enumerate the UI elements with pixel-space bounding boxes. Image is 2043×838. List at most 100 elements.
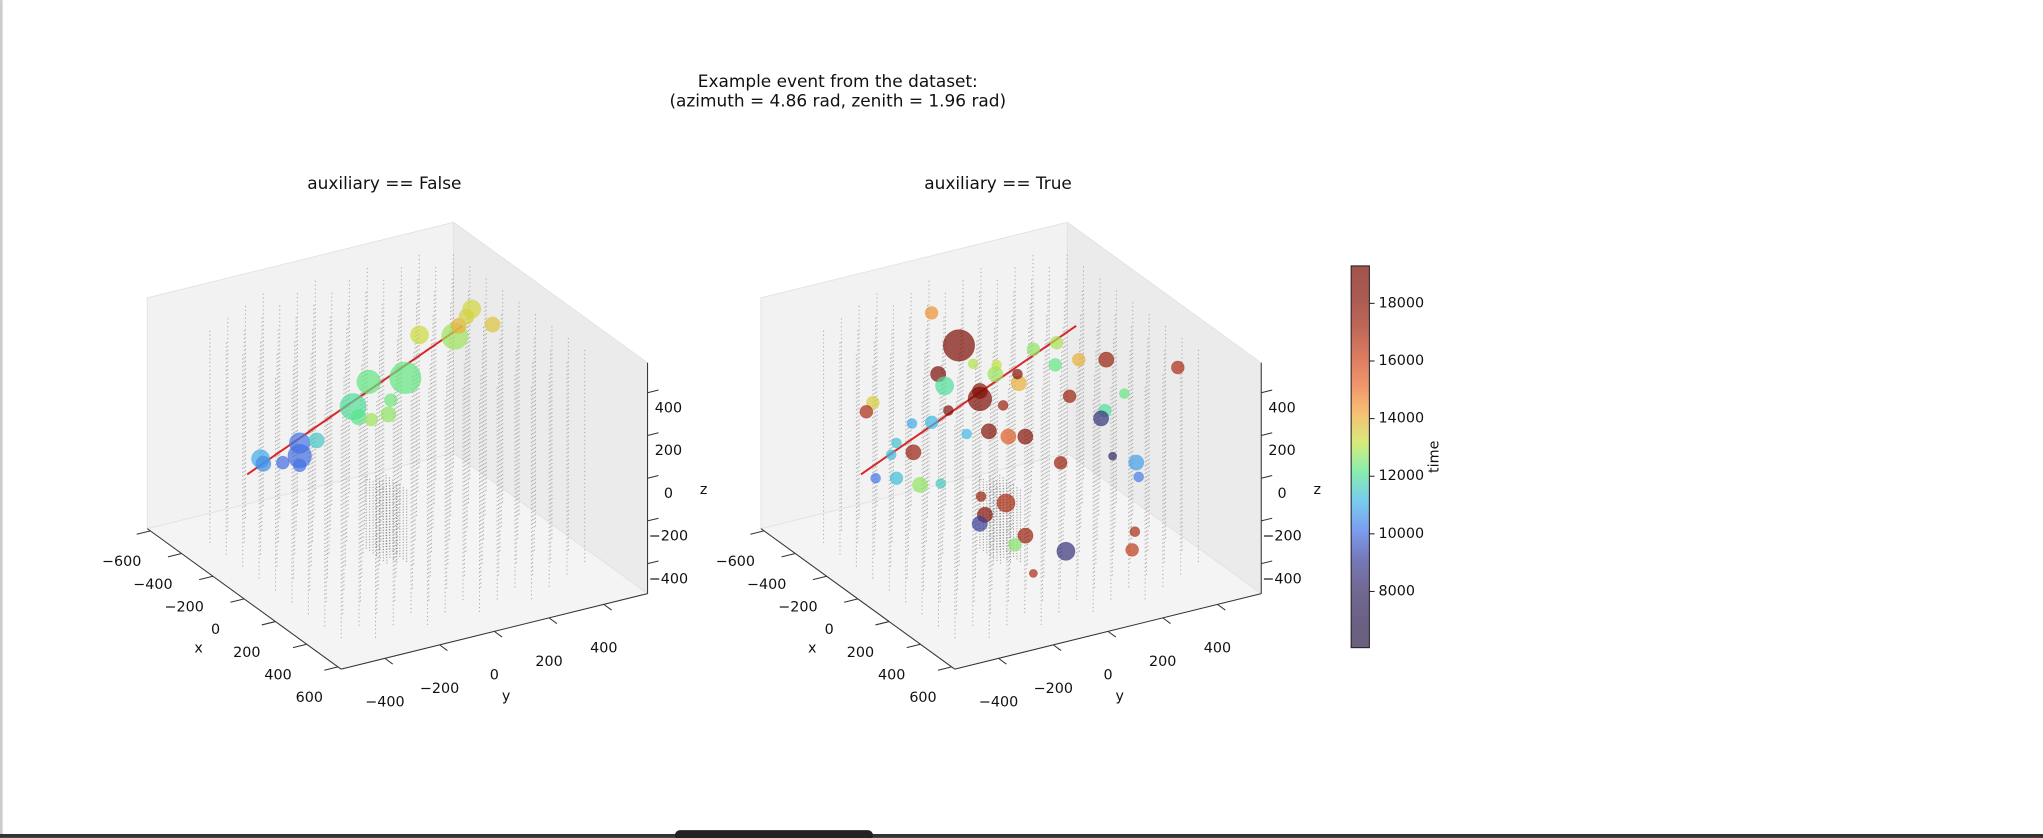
colorbar-tick-label: 10000: [1379, 526, 1425, 542]
hit-marker: [1072, 352, 1086, 367]
hit-marker: [1012, 368, 1023, 380]
y-tick: [603, 603, 612, 611]
hit-marker: [906, 418, 918, 429]
x-tick-label: 600: [296, 690, 323, 706]
subplot-title: auxiliary == True: [924, 173, 1072, 193]
hit-marker: [1125, 543, 1139, 557]
x-tick: [324, 666, 339, 671]
hit-marker: [859, 405, 874, 419]
x-tick-label: 400: [878, 668, 905, 684]
hit-marker: [975, 491, 987, 502]
z-tick: [647, 474, 659, 479]
hit-marker: [981, 423, 997, 440]
z-tick-label: 0: [664, 486, 673, 502]
y-tick: [1107, 630, 1117, 638]
z-tick-label: −200: [1262, 529, 1301, 545]
y-tick: [384, 657, 394, 665]
y-tick-label: 200: [1149, 654, 1176, 670]
x-tick: [199, 575, 214, 581]
z-tick: [647, 389, 659, 394]
z-axis-label: z: [700, 482, 708, 498]
x-tick-label: 200: [847, 645, 874, 661]
hit-marker: [935, 376, 954, 396]
z-tick: [647, 432, 659, 436]
taskbar-item: [674, 830, 873, 838]
y-tick-label: −200: [1034, 681, 1073, 697]
hit-marker: [350, 409, 367, 426]
y-tick: [1162, 617, 1171, 624]
hit-marker: [1128, 454, 1145, 471]
hit-marker: [885, 449, 897, 461]
x-tick: [167, 553, 182, 558]
x-tick-label: −600: [102, 554, 141, 570]
y-tick: [1052, 644, 1062, 651]
hit-marker: [987, 366, 1004, 382]
hit-marker: [889, 471, 904, 485]
hit-marker: [1028, 569, 1038, 578]
hit-marker: [943, 405, 954, 416]
z-tick: [1261, 389, 1273, 394]
hit-marker: [1108, 451, 1117, 461]
hit-marker: [870, 472, 881, 484]
hit-marker: [292, 458, 307, 473]
y-tick-label: 200: [535, 654, 562, 670]
x-tick: [906, 643, 921, 649]
hit-marker: [364, 412, 379, 427]
y-tick: [439, 644, 448, 651]
x-tick: [781, 553, 796, 558]
hit-marker: [967, 358, 979, 370]
z-tick: [1261, 560, 1273, 565]
hit-marker: [389, 361, 422, 394]
y-tick-label: −400: [979, 695, 1018, 711]
x-tick: [875, 621, 890, 626]
hit-marker: [484, 316, 501, 333]
x-tick-label: −400: [747, 577, 786, 593]
suptitle: Example event from the dataset:: [698, 71, 978, 91]
hit-marker: [308, 432, 325, 449]
hit-marker: [1008, 538, 1022, 552]
x-tick-label: 0: [211, 622, 220, 638]
x-tick-label: 0: [825, 622, 834, 638]
hit-marker: [1056, 541, 1076, 561]
z-tick-label: 400: [655, 400, 682, 416]
subplot-title: auxiliary == False: [307, 173, 461, 193]
z-tick-label: −200: [649, 529, 688, 545]
y-tick-label: 400: [1204, 641, 1231, 657]
z-tick-label: 400: [1268, 400, 1295, 416]
hit-marker: [1093, 410, 1110, 427]
y-tick-label: −200: [420, 681, 459, 697]
y-tick-label: 0: [490, 668, 499, 684]
colorbar: [1350, 265, 1370, 649]
z-tick: [647, 560, 659, 565]
hit-marker: [935, 478, 947, 489]
x-tick: [844, 598, 858, 603]
hit-marker: [1049, 335, 1064, 350]
y-tick: [548, 617, 558, 624]
x-axis-label: x: [808, 640, 817, 656]
z-tick-label: −400: [1262, 571, 1301, 587]
x-tick: [937, 666, 952, 671]
x-tick-label: −200: [165, 599, 204, 615]
hit-marker: [1026, 342, 1041, 357]
hit-marker: [997, 400, 1009, 411]
x-tick: [136, 530, 151, 535]
x-tick-label: 400: [264, 668, 291, 684]
colorbar-tick-label: 16000: [1379, 353, 1425, 369]
hit-marker: [1017, 527, 1034, 544]
hit-marker: [891, 437, 902, 449]
hit-marker: [961, 428, 973, 440]
hit-marker: [1000, 428, 1017, 445]
hit-marker: [384, 393, 398, 407]
y-axis-label: y: [502, 689, 511, 705]
hit-marker: [255, 455, 272, 472]
hit-marker: [1062, 389, 1077, 403]
colorbar-label: time: [1427, 440, 1443, 473]
y-tick-label: −400: [365, 695, 404, 711]
suptitle: (azimuth = 4.86 rad, zenith = 1.96 rad): [669, 91, 1006, 111]
y-tick: [1217, 603, 1226, 611]
z-tick: [647, 517, 659, 522]
x-tick: [261, 621, 276, 626]
